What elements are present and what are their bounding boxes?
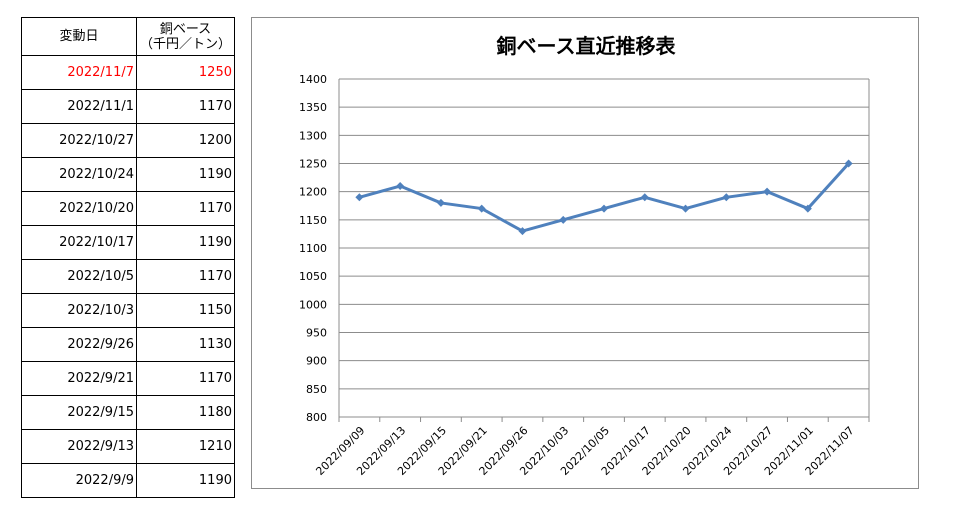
row-date: 2022/10/3 [21,293,137,328]
header-date: 変動日 [21,17,137,56]
header-price: 銅ベース （千円／トン） [136,17,235,56]
table-row: 2022/10/3 1150 [21,293,235,328]
series-layer [355,159,853,236]
table-row: 2022/10/24 1190 [21,157,235,192]
data-point-marker [436,198,445,207]
y-tick-label: 1350 [299,101,327,114]
row-date: 2022/9/9 [21,463,137,498]
table-row: 2022/9/21 1170 [21,361,235,396]
row-price: 1190 [136,157,235,192]
row-date: 2022/10/5 [21,259,137,294]
table-row: 2022/10/20 1170 [21,191,235,226]
row-price: 1150 [136,293,235,328]
row-price: 1170 [136,259,235,294]
data-point-marker [396,182,405,191]
y-tick-label: 1250 [299,158,327,171]
row-date: 2022/10/20 [21,191,137,226]
data-point-marker [681,204,690,213]
x-axis-ticks: 2022/09/092022/09/132022/09/152022/09/21… [313,417,870,478]
row-price: 1210 [136,429,235,464]
price-table: 変動日 銅ベース （千円／トン） 2022/11/7 1250 2022/11/1 1… [21,17,235,498]
data-point-marker [803,204,812,213]
data-point-marker [640,193,649,202]
row-date: 2022/9/15 [21,395,137,430]
table-row: 2022/9/26 1130 [21,327,235,362]
series-line [358,162,850,233]
table-row: 2022/9/13 1210 [21,429,235,464]
row-price: 1190 [136,225,235,260]
y-tick-label: 1050 [299,270,327,283]
table-row: 2022/9/15 1180 [21,395,235,430]
row-price: 1250 [136,55,235,90]
data-point-marker [600,204,608,213]
row-date: 2022/10/24 [21,157,137,192]
data-point-marker [355,193,364,202]
row-date: 2022/11/1 [21,89,137,124]
row-price: 1180 [136,395,235,430]
row-price: 1170 [136,89,235,124]
row-date: 2022/11/7 [21,55,137,90]
row-date: 2022/10/27 [21,123,137,158]
data-point-marker [844,159,853,168]
table-row: 2022/9/9 1190 [21,463,235,498]
y-tick-label: 1000 [299,298,327,311]
data-point-marker [477,204,486,213]
table-header-row: 変動日 銅ベース （千円／トン） [21,17,235,56]
y-tick-label: 1100 [299,242,327,255]
row-date: 2022/9/21 [21,361,137,396]
header-price-line1: 銅ベース [159,21,212,37]
table-row: 2022/10/17 1190 [21,225,235,260]
y-tick-label: 900 [306,355,327,368]
chart-title: 銅ベース直近推移表 [497,34,677,58]
data-point-marker [722,193,731,202]
y-tick-label: 1400 [299,73,327,86]
grid-layer [338,78,870,418]
y-tick-label: 800 [306,411,327,424]
y-axis-ticks: 800 850 900 950 1000 1050 1100 1150 1200 1250 1300… [299,73,327,424]
row-date: 2022/10/17 [21,225,137,260]
y-tick-label: 850 [306,383,327,396]
row-price: 1200 [136,123,235,158]
table-row: 2022/10/27 1200 [21,123,235,158]
table-body: 2022/11/7 1250 2022/11/1 1170 2022/10/27 1200… [21,55,235,498]
y-tick-label: 950 [306,327,327,340]
row-price: 1170 [136,361,235,396]
table-row: 2022/11/1 1170 [21,89,235,124]
line-chart: 銅ベース直近推移表 800 850 900 950 1000 1050 1100 1150 12… [299,34,870,478]
y-tick-label: 1200 [299,186,327,199]
y-tick-label: 1300 [299,129,327,142]
chart-frame: 銅ベース直近推移表 800 850 900 950 1000 1050 1100 1150 12… [251,17,919,489]
row-price: 1190 [136,463,235,498]
row-price: 1170 [136,191,235,226]
table-row: 2022/11/7 1250 [21,55,235,90]
table-row: 2022/10/5 1170 [21,259,235,294]
data-point-marker [559,215,568,224]
row-price: 1130 [136,327,235,362]
y-tick-label: 1150 [299,214,327,227]
header-price-line2: （千円／トン） [139,36,231,52]
data-point-marker [763,187,772,196]
data-point-marker [518,227,527,236]
row-date: 2022/9/26 [21,327,137,362]
row-date: 2022/9/13 [21,429,137,464]
